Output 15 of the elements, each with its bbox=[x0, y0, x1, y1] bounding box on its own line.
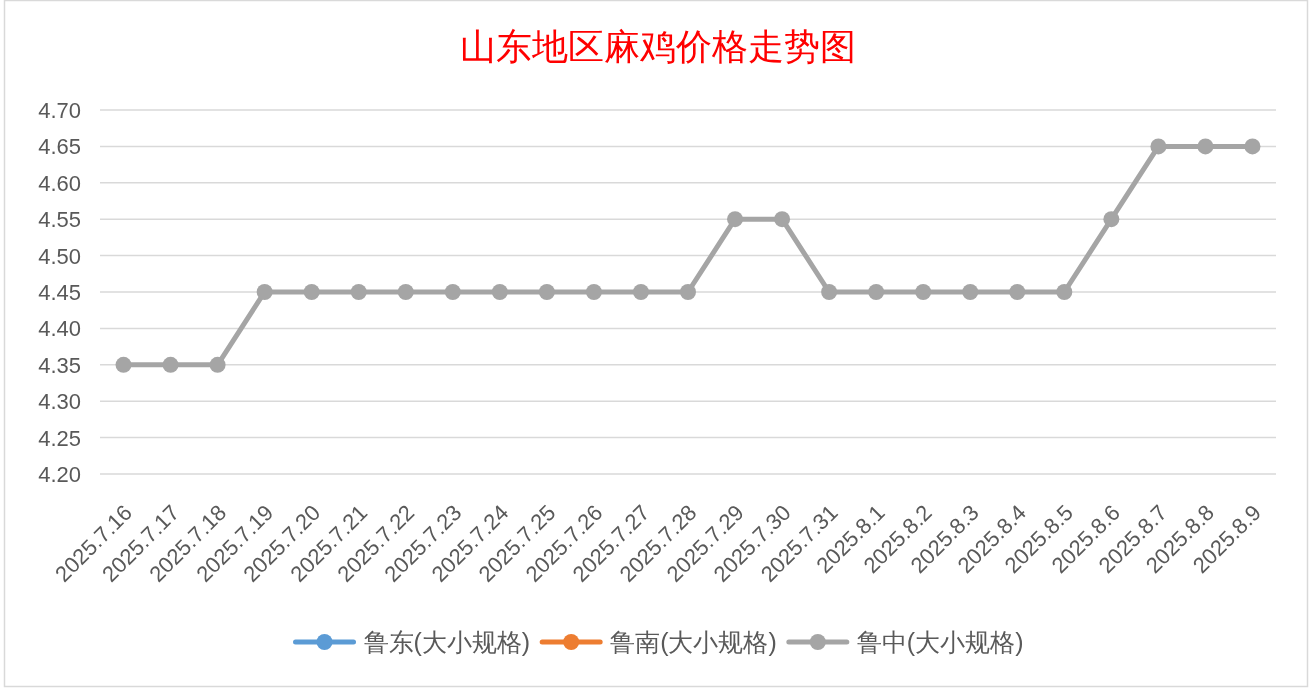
y-tick-label: 4.60 bbox=[38, 170, 81, 196]
y-tick-label: 4.45 bbox=[38, 280, 81, 305]
y-tick-label: 4.50 bbox=[38, 243, 81, 269]
y-tick-label: 4.35 bbox=[38, 352, 81, 378]
legend-label: 鲁东(大小规格) bbox=[363, 628, 531, 656]
legend-label: 鲁中(大小规格) bbox=[856, 628, 1024, 656]
y-tick-label: 4.65 bbox=[38, 134, 81, 160]
legend-label: 鲁南(大小规格) bbox=[610, 628, 777, 656]
y-tick-label: 4.55 bbox=[38, 207, 81, 233]
y-tick-label: 4.40 bbox=[38, 316, 81, 342]
y-tick-label: 4.20 bbox=[38, 462, 81, 487]
title: 山东地区麻鸡价格走势图 bbox=[460, 27, 856, 67]
y-tick-label: 4.25 bbox=[38, 425, 81, 451]
y-tick-label: 4.70 bbox=[38, 98, 81, 123]
y-tick-label: 4.30 bbox=[38, 389, 81, 415]
